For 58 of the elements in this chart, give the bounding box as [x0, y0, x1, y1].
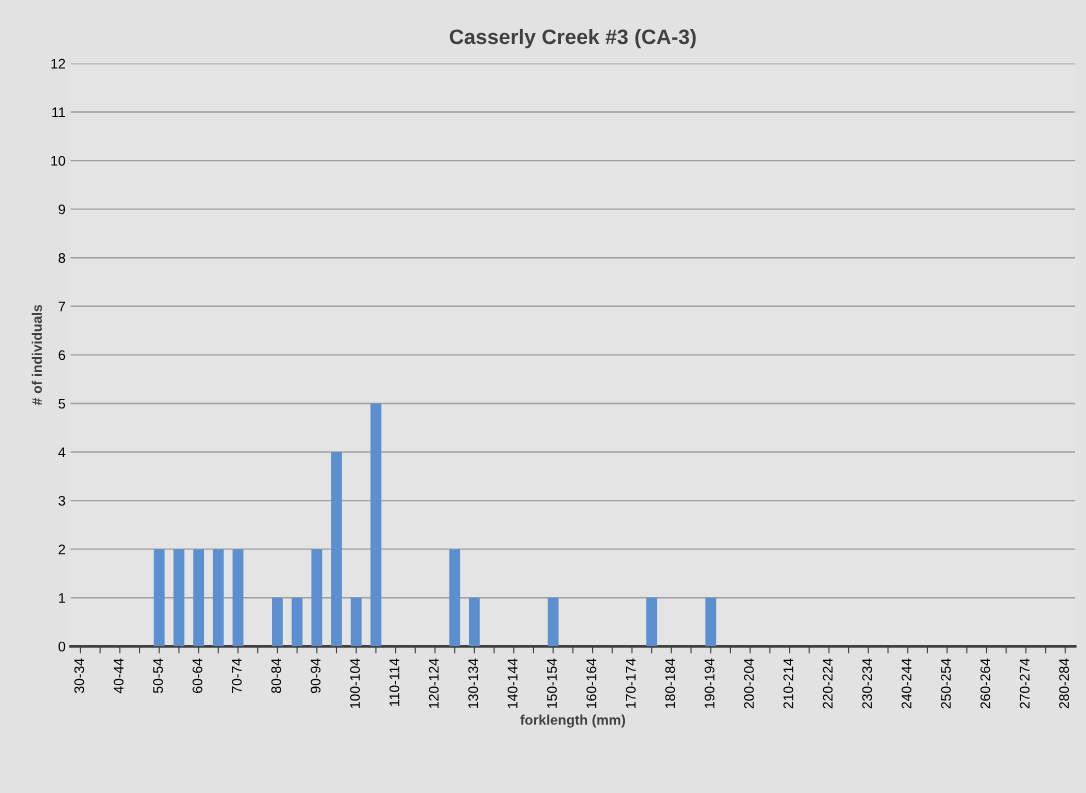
bar [193, 549, 205, 647]
bar [311, 549, 323, 647]
x-tick-label: 210-214 [783, 658, 794, 709]
chart-title: Casserly Creek #3 (CA-3) [449, 28, 696, 49]
x-tick-label: 100-104 [350, 658, 360, 709]
bar [449, 549, 461, 647]
bar [153, 549, 165, 647]
bar [331, 452, 342, 647]
x-tick-label: 120-124 [428, 658, 439, 709]
x-tick-label: 270-274 [1019, 658, 1030, 709]
bar [212, 549, 224, 647]
x-tick-label: 220-224 [822, 658, 833, 709]
y-tick-label: 10 [51, 155, 66, 166]
y-tick-label: 3 [58, 495, 66, 506]
y-axis-title: # of individuals [31, 304, 42, 406]
y-tick-label: 6 [58, 350, 66, 361]
x-tick-label: 80-84 [271, 658, 282, 694]
x-tick-label: 190-194 [704, 658, 715, 709]
y-tick-label: 4 [58, 447, 66, 458]
x-tick-label: 60-64 [192, 658, 203, 693]
bar [468, 597, 480, 647]
bar [271, 597, 283, 647]
x-tick-label: 40-44 [113, 658, 124, 694]
x-tick-label: 110-114 [389, 658, 400, 706]
x-tick-label: 160-164 [586, 658, 597, 709]
x-tick-label: 260-264 [980, 658, 991, 709]
x-tick-label: 200-204 [744, 658, 754, 709]
x-tick-label: 250-254 [941, 658, 951, 709]
x-tick-label: 70-74 [231, 658, 242, 693]
y-tick-label: 7 [58, 301, 66, 312]
bar [547, 597, 559, 647]
x-tick-label: 230-234 [862, 658, 873, 709]
x-tick-label: 50-54 [153, 658, 163, 694]
bar [232, 549, 244, 647]
x-tick-label: 280-284 [1059, 658, 1070, 709]
bar [291, 597, 303, 647]
y-tick-label: 8 [58, 253, 66, 263]
x-tick-label: 180-184 [665, 658, 676, 709]
x-tick-label: 90-94 [310, 658, 321, 693]
x-tick-label: 140-144 [507, 658, 518, 709]
bar [705, 597, 717, 647]
y-tick-label: 5 [58, 398, 66, 409]
y-tick-label: 9 [58, 204, 66, 215]
bar [370, 403, 382, 647]
x-tick-label: 240-244 [901, 658, 912, 709]
bar [173, 549, 185, 647]
bar [350, 597, 362, 647]
x-axis-title: forklength (mm) [520, 714, 626, 728]
y-tick-label: 12 [51, 58, 66, 69]
x-tick-label: 170-174 [625, 658, 636, 709]
x-tick-label: 150-154 [547, 658, 557, 709]
bar [646, 597, 658, 647]
x-tick-label: 30-34 [74, 658, 85, 694]
y-tick-label: 1 [59, 593, 66, 603]
x-tick-label: 130-134 [468, 658, 479, 709]
y-tick-label: 0 [58, 641, 66, 652]
y-tick-label: 2 [58, 544, 66, 555]
y-tick-label: 11 [52, 107, 66, 118]
